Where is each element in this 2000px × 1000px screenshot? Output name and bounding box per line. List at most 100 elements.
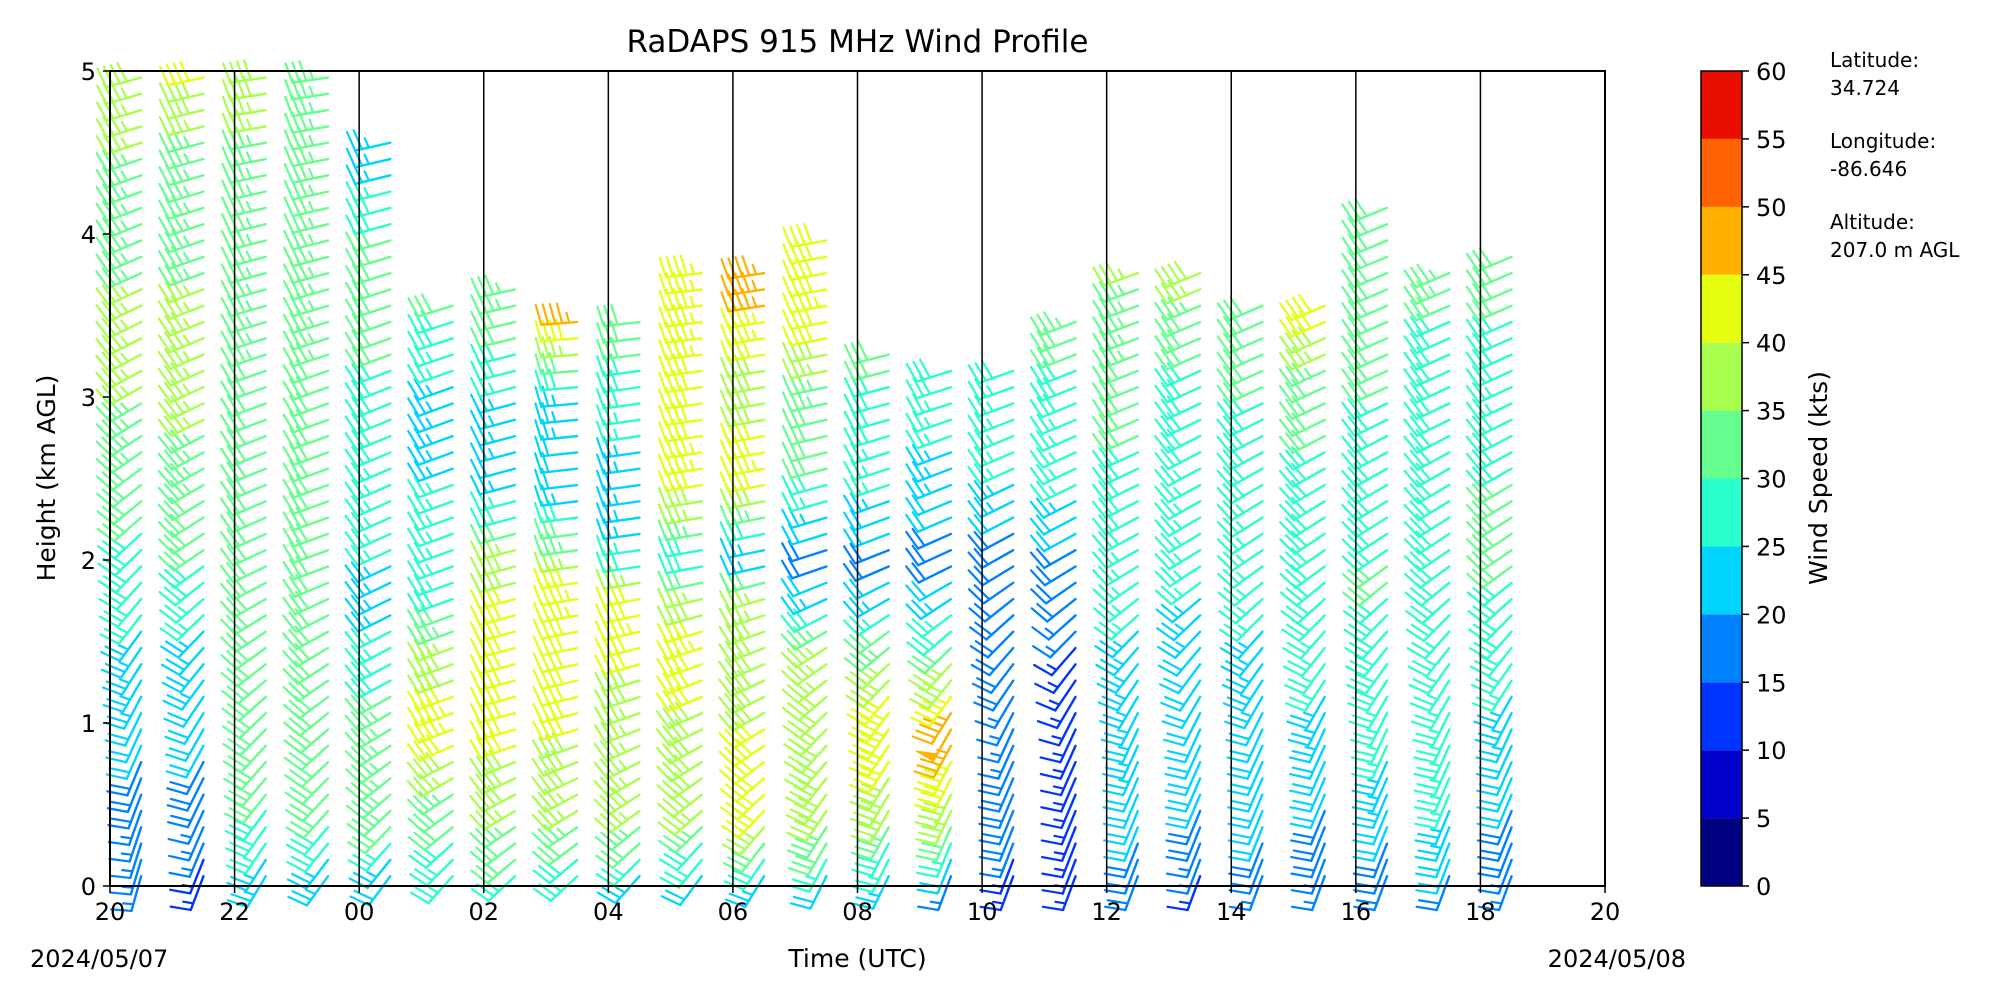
wind-barb bbox=[282, 392, 330, 418]
wind-barb bbox=[407, 557, 454, 581]
wind-barb bbox=[219, 508, 267, 534]
wind-barb bbox=[1154, 296, 1202, 322]
wind-barb bbox=[1100, 712, 1140, 747]
wind-barb bbox=[1216, 500, 1264, 522]
wind-barb bbox=[1032, 630, 1077, 659]
wind-barb bbox=[1165, 826, 1202, 862]
wind-barb bbox=[221, 143, 267, 168]
wind-barb bbox=[905, 614, 953, 639]
wind-barb bbox=[1286, 695, 1326, 730]
wind-barb bbox=[1216, 296, 1264, 322]
wind-barb bbox=[220, 243, 267, 268]
wind-barb bbox=[1346, 663, 1389, 695]
wind-barb bbox=[282, 590, 330, 616]
y-axis-label: Height (km AGL) bbox=[32, 375, 61, 582]
wind-barb bbox=[905, 527, 953, 550]
wind-barb bbox=[531, 788, 579, 813]
wind-barb bbox=[1413, 728, 1451, 764]
wind-barb bbox=[469, 806, 517, 831]
wind-barb bbox=[1216, 329, 1264, 355]
wind-barb bbox=[469, 424, 517, 447]
wind-barb bbox=[531, 824, 579, 849]
wind-barb bbox=[1039, 744, 1077, 780]
wind-barb bbox=[1165, 842, 1202, 879]
wind-barb bbox=[657, 584, 703, 609]
wind-barb bbox=[842, 578, 890, 601]
wind-barb bbox=[967, 547, 1015, 570]
wind-barb bbox=[905, 393, 953, 417]
wind-barb bbox=[470, 858, 517, 885]
x-tick-label: 00 bbox=[344, 898, 375, 926]
wind-barb bbox=[913, 760, 953, 796]
colorbar-segment bbox=[1701, 410, 1742, 479]
wind-barb bbox=[107, 793, 143, 830]
wind-barb bbox=[167, 793, 205, 829]
wind-barb bbox=[718, 669, 766, 698]
wind-barb bbox=[907, 646, 953, 675]
wind-barb bbox=[1290, 826, 1326, 862]
wind-barb bbox=[344, 495, 392, 518]
wind-barb bbox=[157, 328, 205, 354]
wind-barb bbox=[1465, 263, 1513, 289]
wind-barb bbox=[780, 575, 828, 598]
wind-barb bbox=[843, 614, 890, 637]
wind-barb bbox=[1410, 695, 1451, 730]
wind-barb bbox=[344, 511, 392, 534]
wind-barb bbox=[658, 254, 703, 279]
wind-barb bbox=[1216, 378, 1264, 404]
wind-barb bbox=[1412, 712, 1451, 747]
wind-barb bbox=[1102, 744, 1140, 780]
wind-barb bbox=[1033, 646, 1077, 677]
wind-barb bbox=[407, 394, 454, 418]
wind-barb bbox=[407, 411, 454, 434]
wind-barb bbox=[967, 359, 1015, 385]
wind-barb bbox=[1029, 480, 1077, 503]
wind-barb bbox=[1465, 462, 1513, 488]
wind-barb bbox=[159, 597, 205, 624]
wind-barb bbox=[1029, 311, 1077, 336]
wind-barb bbox=[905, 511, 953, 533]
wind-barb bbox=[470, 340, 517, 365]
wind-barb bbox=[1467, 597, 1513, 625]
wind-barb bbox=[407, 345, 454, 368]
wind-barb bbox=[167, 809, 205, 845]
wind-barb bbox=[1218, 614, 1264, 643]
wind-barb bbox=[1278, 462, 1326, 488]
wind-barb bbox=[283, 728, 330, 755]
wind-barb bbox=[1406, 630, 1451, 660]
wind-barb bbox=[532, 858, 579, 885]
wind-barb bbox=[1465, 362, 1513, 388]
wind-barb bbox=[1216, 313, 1264, 338]
wind-barb bbox=[1413, 777, 1451, 813]
wind-barb bbox=[967, 463, 1015, 485]
wind-barb bbox=[967, 530, 1015, 553]
wind-barb bbox=[1278, 346, 1326, 371]
wind-barb bbox=[282, 643, 330, 668]
wind-barb bbox=[163, 695, 205, 728]
colorbar-segment bbox=[1701, 71, 1742, 139]
wind-barb bbox=[1040, 777, 1077, 813]
wind-barb bbox=[847, 712, 890, 744]
wind-barb bbox=[1039, 760, 1077, 797]
wind-barb bbox=[967, 429, 1015, 452]
wind-barb bbox=[780, 608, 828, 634]
wind-barb bbox=[469, 407, 517, 431]
wind-barb bbox=[1029, 393, 1077, 419]
wind-barb bbox=[349, 875, 392, 907]
chart-title: RaDAPS 915 MHz Wind Profile bbox=[627, 24, 1089, 60]
wind-barb bbox=[1029, 531, 1077, 553]
wind-barb bbox=[344, 578, 392, 600]
wind-barb bbox=[967, 565, 1015, 587]
wind-barb bbox=[1341, 247, 1389, 272]
wind-barb bbox=[220, 425, 267, 451]
wind-barb bbox=[166, 760, 205, 796]
wind-barb bbox=[1094, 630, 1140, 659]
wind-barb bbox=[1278, 362, 1326, 388]
wind-barb bbox=[909, 679, 953, 710]
wind-barb bbox=[344, 627, 392, 650]
wind-barb bbox=[657, 809, 703, 836]
wind-barb bbox=[843, 509, 890, 532]
wind-barb bbox=[407, 476, 454, 499]
wind-barb bbox=[1408, 663, 1451, 695]
wind-barb bbox=[1091, 460, 1140, 486]
